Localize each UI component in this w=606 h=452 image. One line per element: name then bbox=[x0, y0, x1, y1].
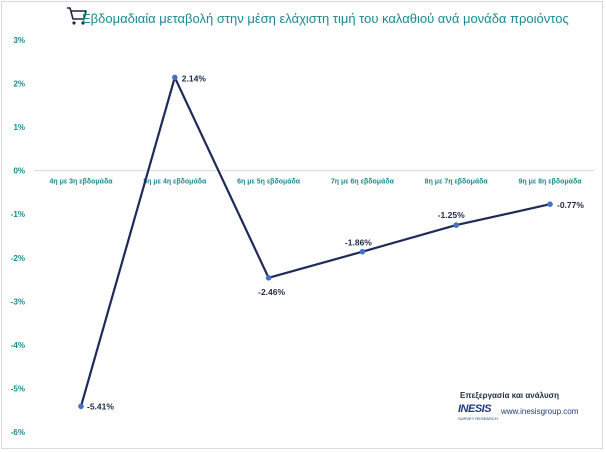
data-point-marker bbox=[78, 403, 84, 410]
inesis-logo: INESIS bbox=[458, 403, 492, 415]
data-point-marker bbox=[172, 74, 178, 81]
y-tick-label: -6% bbox=[11, 428, 25, 437]
data-label: -5.41% bbox=[87, 401, 114, 411]
data-label: -1.86% bbox=[345, 238, 372, 248]
website-link[interactable]: www.inesisgroup.com bbox=[501, 407, 579, 416]
x-category-label: 5η με 4η εβδομάδα bbox=[143, 179, 207, 186]
data-label: -2.46% bbox=[258, 287, 285, 297]
series-line bbox=[79, 76, 551, 407]
x-category-label: 6η με 5η εβδομάδα bbox=[237, 179, 301, 186]
credit-label: Επεξεργασία και ανάλυση bbox=[460, 391, 559, 400]
y-tick-label: 3% bbox=[13, 36, 25, 45]
data-point-marker bbox=[547, 201, 553, 208]
x-category-label: 7η με 6η εβδομάδα bbox=[331, 179, 395, 186]
x-category-label: 8η με 7η εβδομάδα bbox=[425, 179, 489, 186]
y-tick-label: 1% bbox=[13, 123, 25, 132]
data-point-marker bbox=[265, 275, 272, 281]
y-tick-label: -1% bbox=[11, 210, 25, 219]
shopping-cart-icon bbox=[67, 7, 87, 25]
data-label: 2.14% bbox=[182, 73, 207, 83]
data-point-marker bbox=[453, 222, 460, 228]
x-category-label: 9η με 8η εβδομάδα bbox=[518, 179, 582, 186]
y-tick-label: -5% bbox=[11, 384, 25, 393]
data-point-marker bbox=[359, 248, 366, 255]
y-tick-label: 0% bbox=[13, 167, 25, 176]
y-tick-label: -3% bbox=[11, 297, 25, 306]
x-category-label: 4η με 3η εβδομάδα bbox=[49, 179, 113, 186]
y-tick-label: -4% bbox=[11, 341, 25, 350]
y-tick-label: -2% bbox=[11, 254, 25, 263]
y-tick-label: 2% bbox=[13, 80, 25, 89]
inesis-logo-subtitle: SURVEY RESEARCH bbox=[458, 416, 498, 421]
data-label: -0.77% bbox=[557, 200, 584, 210]
chart-title: Εβδομαδιαία μεταβολή στην μέση ελάχιστη … bbox=[82, 11, 569, 26]
data-label: -1.25% bbox=[438, 210, 465, 220]
